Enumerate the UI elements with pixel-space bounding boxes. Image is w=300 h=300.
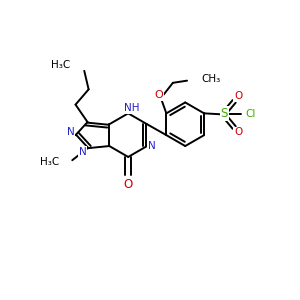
Text: N: N xyxy=(79,147,86,157)
Text: H₃C: H₃C xyxy=(40,157,59,167)
Text: O: O xyxy=(234,92,242,101)
Text: S: S xyxy=(220,107,228,120)
Text: O: O xyxy=(234,128,242,137)
Text: O: O xyxy=(154,90,163,100)
Text: NH: NH xyxy=(124,103,140,113)
Text: N: N xyxy=(67,127,74,137)
Text: H₃C: H₃C xyxy=(51,60,70,70)
Text: N: N xyxy=(148,141,156,151)
Text: O: O xyxy=(124,178,133,191)
Text: Cl: Cl xyxy=(245,110,256,119)
Text: CH₃: CH₃ xyxy=(201,74,220,84)
